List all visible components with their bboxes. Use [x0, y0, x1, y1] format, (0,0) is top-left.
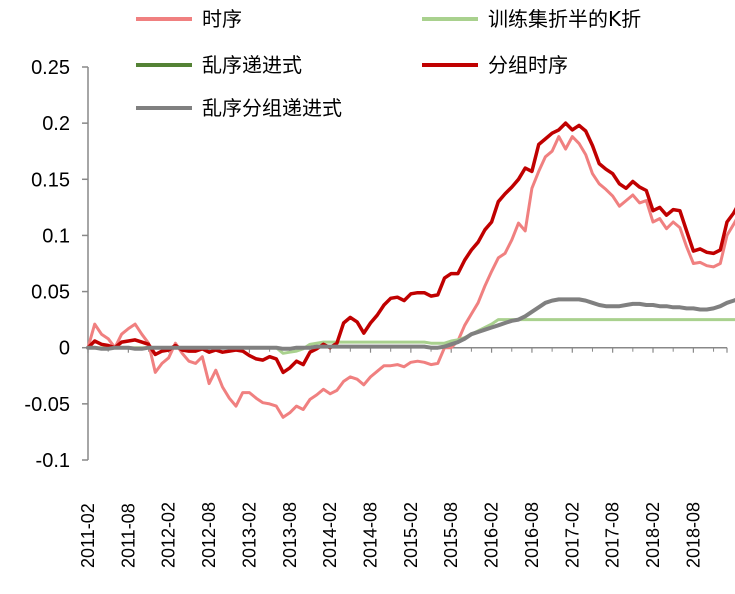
series-line-3: [86, 121, 735, 375]
series-layer: [86, 121, 735, 419]
x-tick-label: 2014-08: [361, 502, 381, 568]
x-tick-label: 2016-08: [522, 502, 542, 568]
series-line-0: [86, 135, 735, 419]
y-tick-label: 0.15: [31, 169, 70, 191]
x-tick-label: 2015-02: [401, 502, 421, 568]
y-tick-label: -0.1: [36, 450, 70, 472]
x-tick-label: 2012-08: [199, 502, 219, 568]
y-tick-label: 0.2: [42, 113, 70, 135]
legend-label: 乱序递进式: [202, 53, 302, 77]
x-axis: 2011-02 2011-08 2012-02 2012-08 2013-02 2013-…: [78, 346, 728, 568]
y-tick-label: -0.05: [24, 394, 70, 416]
x-tick-label: 2018-02: [643, 502, 663, 568]
y-tick-label: 0.05: [31, 282, 70, 304]
x-tick-label: 2011-08: [118, 503, 138, 568]
x-tick-label: 2018-08: [683, 502, 703, 568]
legend-label: 时序: [202, 7, 242, 31]
y-tick-label: 0.25: [31, 57, 70, 79]
x-tick-label: 2011-02: [78, 503, 98, 568]
x-tick-label: 2013-02: [239, 502, 259, 568]
legend-label: 训练集折半的K折: [488, 7, 641, 31]
legend-label: 乱序分组递进式: [202, 96, 342, 120]
x-tick-label: 2015-08: [441, 502, 461, 568]
x-tick-label: 2017-02: [562, 502, 582, 568]
y-tick-label: 0: [59, 338, 70, 360]
series-line-4: [86, 297, 735, 351]
x-tick-label: 2014-02: [320, 502, 340, 568]
legend-label: 分组时序: [488, 53, 568, 77]
x-tick-label: 2013-08: [280, 502, 300, 568]
x-tick-label: 2012-02: [159, 502, 179, 568]
y-tick-label: 0.1: [42, 225, 70, 247]
x-tick-label: 2017-08: [603, 502, 623, 568]
y-axis: -0.1 -0.05 0 0.05 0.1 0.15 0.2 0.25: [24, 57, 89, 472]
x-tick-label: 2016-02: [482, 502, 502, 568]
